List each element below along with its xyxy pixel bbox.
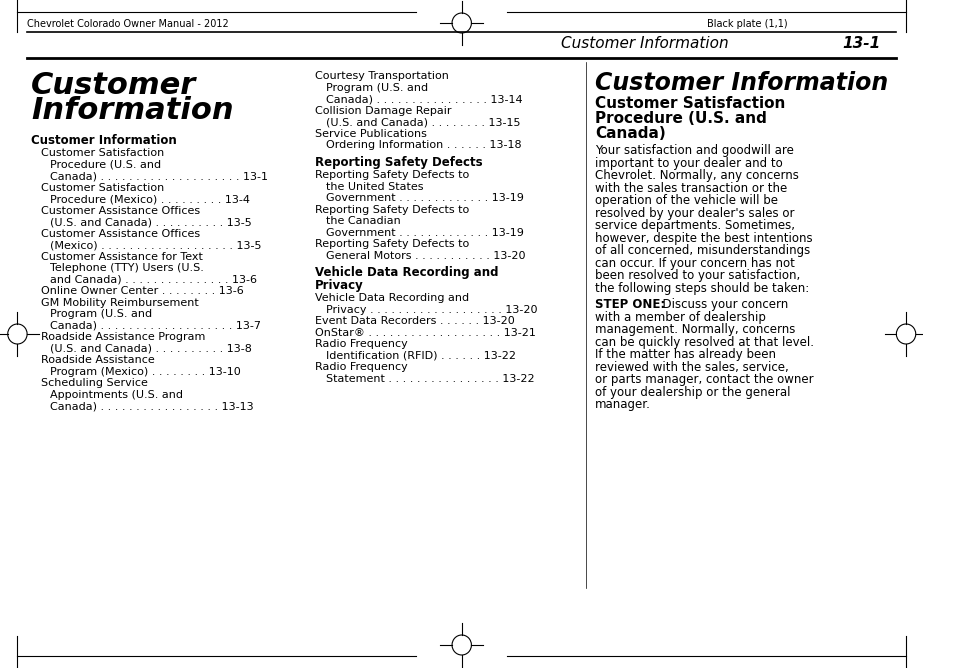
Text: Radio Frequency: Radio Frequency [314,339,407,349]
Text: Your satisfaction and goodwill are: Your satisfaction and goodwill are [595,144,793,157]
Text: Black plate (1,1): Black plate (1,1) [706,19,786,29]
Text: Customer Information: Customer Information [561,36,728,51]
Text: operation of the vehicle will be: operation of the vehicle will be [595,194,778,207]
Text: management. Normally, concerns: management. Normally, concerns [595,323,795,336]
Text: been resolved to your satisfaction,: been resolved to your satisfaction, [595,269,800,282]
Text: Canada) . . . . . . . . . . . . . . . . 13-14: Canada) . . . . . . . . . . . . . . . . … [326,94,522,104]
Text: Customer Satisfaction: Customer Satisfaction [595,96,785,111]
Text: service departments. Sometimes,: service departments. Sometimes, [595,219,795,232]
Text: can be quickly resolved at that level.: can be quickly resolved at that level. [595,335,814,349]
Text: Vehicle Data Recording and: Vehicle Data Recording and [314,266,497,279]
Text: If the matter has already been: If the matter has already been [595,348,776,361]
Text: of your dealership or the general: of your dealership or the general [595,385,790,399]
Text: Chevrolet. Normally, any concerns: Chevrolet. Normally, any concerns [595,169,799,182]
Text: Event Data Recorders . . . . . . 13-20: Event Data Recorders . . . . . . 13-20 [314,316,514,326]
Text: Customer Assistance for Text: Customer Assistance for Text [41,251,202,261]
Text: the following steps should be taken:: the following steps should be taken: [595,281,809,295]
Text: Courtesy Transportation: Courtesy Transportation [314,71,448,81]
Text: Procedure (Mexico) . . . . . . . . . 13-4: Procedure (Mexico) . . . . . . . . . 13-… [51,194,250,204]
Text: Program (U.S. and: Program (U.S. and [326,83,428,92]
Text: (U.S. and Canada) . . . . . . . . 13-15: (U.S. and Canada) . . . . . . . . 13-15 [326,117,520,127]
Text: Appointments (U.S. and: Appointments (U.S. and [51,389,183,399]
Text: Customer Information: Customer Information [30,134,176,147]
Text: with the sales transaction or the: with the sales transaction or the [595,182,787,194]
Text: Radio Frequency: Radio Frequency [314,362,407,372]
Text: (Mexico) . . . . . . . . . . . . . . . . . . . 13-5: (Mexico) . . . . . . . . . . . . . . . .… [51,240,261,250]
Text: Information: Information [30,96,233,125]
Text: Canada): Canada) [595,126,665,141]
Text: (U.S. and Canada) . . . . . . . . . . 13-5: (U.S. and Canada) . . . . . . . . . . 13… [51,217,252,227]
Text: manager.: manager. [595,398,651,411]
Text: Customer Assistance Offices: Customer Assistance Offices [41,206,199,216]
Text: Reporting Safety Defects to: Reporting Safety Defects to [314,170,468,180]
Text: Customer Satisfaction: Customer Satisfaction [41,182,164,192]
Text: STEP ONE:: STEP ONE: [595,298,665,311]
Text: the United States: the United States [326,182,423,192]
Text: Reporting Safety Defects to: Reporting Safety Defects to [314,239,468,249]
Text: reviewed with the sales, service,: reviewed with the sales, service, [595,361,788,373]
Text: Discuss your concern: Discuss your concern [655,298,788,311]
Text: 13-1: 13-1 [841,36,880,51]
Text: Telephone (TTY) Users (U.S.: Telephone (TTY) Users (U.S. [51,263,204,273]
Text: Customer Satisfaction: Customer Satisfaction [41,148,164,158]
Text: GM Mobility Reimbursement: GM Mobility Reimbursement [41,297,198,307]
Text: (U.S. and Canada) . . . . . . . . . . 13-8: (U.S. and Canada) . . . . . . . . . . 13… [51,343,252,353]
Text: Program (U.S. and: Program (U.S. and [51,309,152,319]
Text: Reporting Safety Defects: Reporting Safety Defects [314,156,481,168]
Text: Government . . . . . . . . . . . . . 13-19: Government . . . . . . . . . . . . . 13-… [326,228,523,238]
Text: of all concerned, misunderstandings: of all concerned, misunderstandings [595,244,810,257]
Text: General Motors . . . . . . . . . . . 13-20: General Motors . . . . . . . . . . . 13-… [326,250,525,261]
Text: Statement . . . . . . . . . . . . . . . . 13-22: Statement . . . . . . . . . . . . . . . … [326,373,535,383]
Text: important to your dealer and to: important to your dealer and to [595,156,782,170]
Text: resolved by your dealer's sales or: resolved by your dealer's sales or [595,206,794,220]
Text: Procedure (U.S. and: Procedure (U.S. and [595,111,766,126]
Text: Privacy . . . . . . . . . . . . . . . . . . . 13-20: Privacy . . . . . . . . . . . . . . . . … [326,305,537,315]
Text: Program (Mexico) . . . . . . . . 13-10: Program (Mexico) . . . . . . . . 13-10 [51,367,241,377]
Text: Government . . . . . . . . . . . . . 13-19: Government . . . . . . . . . . . . . 13-… [326,193,523,203]
Text: Vehicle Data Recording and: Vehicle Data Recording and [314,293,468,303]
Text: Customer Information: Customer Information [595,71,887,95]
Text: Roadside Assistance: Roadside Assistance [41,355,154,365]
Text: Canada) . . . . . . . . . . . . . . . . . . . . 13-1: Canada) . . . . . . . . . . . . . . . . … [51,171,268,181]
Text: Ordering Information . . . . . . 13-18: Ordering Information . . . . . . 13-18 [326,140,521,150]
Text: the Canadian: the Canadian [326,216,400,226]
Text: with a member of dealership: with a member of dealership [595,311,765,323]
Text: Chevrolet Colorado Owner Manual - 2012: Chevrolet Colorado Owner Manual - 2012 [27,19,229,29]
Text: Privacy: Privacy [314,279,363,291]
Text: Procedure (U.S. and: Procedure (U.S. and [51,160,161,170]
Text: Customer: Customer [30,71,196,100]
Text: Roadside Assistance Program: Roadside Assistance Program [41,332,205,342]
Text: and Canada) . . . . . . . . . . . . . . . 13-6: and Canada) . . . . . . . . . . . . . . … [51,275,257,285]
Text: or parts manager, contact the owner: or parts manager, contact the owner [595,373,813,386]
Text: Customer Assistance Offices: Customer Assistance Offices [41,228,199,238]
Text: Canada) . . . . . . . . . . . . . . . . . 13-13: Canada) . . . . . . . . . . . . . . . . … [51,401,253,411]
Text: can occur. If your concern has not: can occur. If your concern has not [595,257,795,269]
Text: Service Publications: Service Publications [314,128,426,138]
Text: however, despite the best intentions: however, despite the best intentions [595,232,812,244]
Text: Canada) . . . . . . . . . . . . . . . . . . . 13-7: Canada) . . . . . . . . . . . . . . . . … [51,321,261,331]
Text: Scheduling Service: Scheduling Service [41,378,148,388]
Text: OnStar® . . . . . . . . . . . . . . . . . . . 13-21: OnStar® . . . . . . . . . . . . . . . . … [314,327,535,337]
Text: Collision Damage Repair: Collision Damage Repair [314,106,451,116]
Text: Online Owner Center . . . . . . . . 13-6: Online Owner Center . . . . . . . . 13-6 [41,286,243,296]
Text: Reporting Safety Defects to: Reporting Safety Defects to [314,204,468,214]
Text: Identification (RFID) . . . . . . 13-22: Identification (RFID) . . . . . . 13-22 [326,351,516,361]
